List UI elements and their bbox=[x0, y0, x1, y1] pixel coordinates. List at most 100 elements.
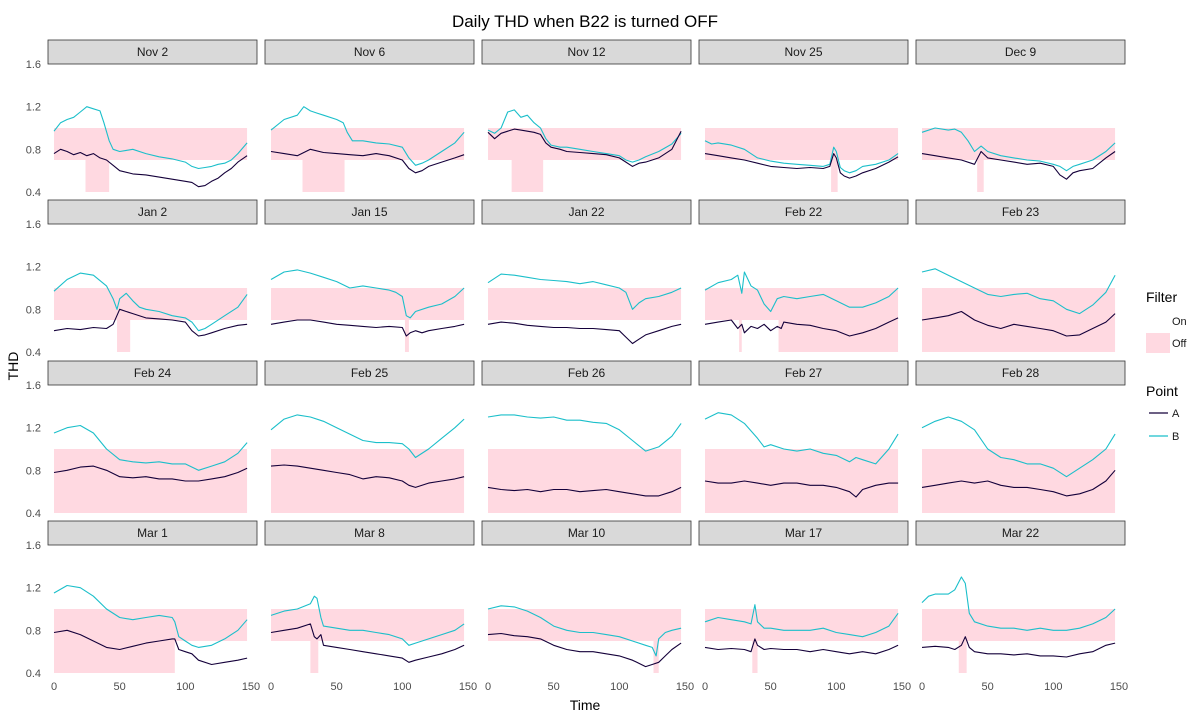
filter-off-band bbox=[488, 288, 682, 320]
axes: 0.4 0.8 1.2 1.6 0.4 0.8 1.2 1.6 0.4 0.8 1.2 1.6 0.4 0… bbox=[26, 59, 1128, 693]
strip-background bbox=[915, 360, 1126, 386]
series-line-a bbox=[704, 153, 899, 179]
legend-point-a-label: A bbox=[1172, 408, 1180, 420]
facet-panel: Feb 22 bbox=[698, 199, 909, 352]
strip-background bbox=[264, 520, 475, 546]
filter-off-band bbox=[922, 288, 1116, 352]
x-tick-label: 0 bbox=[485, 681, 491, 693]
series-line-a bbox=[921, 636, 1116, 658]
series-line-b bbox=[704, 271, 899, 313]
strip-background bbox=[915, 199, 1126, 225]
filter-off-band bbox=[54, 609, 248, 641]
series-line-a bbox=[704, 317, 899, 337]
strip-background bbox=[264, 39, 475, 65]
series-line-b bbox=[704, 412, 899, 465]
filter-off-band bbox=[271, 609, 465, 641]
legend: Filter On Off Point A B bbox=[1146, 289, 1187, 443]
facet-panel: Mar 17 bbox=[698, 520, 909, 673]
series-line-a bbox=[487, 486, 682, 497]
facet-panels: Nov 2 Nov 6 Nov 12 Nov 25 Dec 9 Jan 2 Jan 15 Ja… bbox=[47, 39, 1126, 673]
y-tick-label: 1.2 bbox=[26, 583, 41, 595]
strip-label: Feb 26 bbox=[568, 366, 606, 380]
filter-off-band bbox=[54, 641, 175, 673]
x-tick-label: 150 bbox=[459, 681, 477, 693]
x-axis-title: Time bbox=[570, 697, 601, 713]
filter-off-band bbox=[922, 449, 1116, 513]
x-tick-label: 150 bbox=[1110, 681, 1128, 693]
series-line-a bbox=[487, 321, 682, 345]
series-line-b bbox=[487, 273, 682, 310]
filter-off-band bbox=[310, 641, 319, 673]
series-line-b bbox=[270, 106, 465, 166]
facet-panel: Mar 1 bbox=[47, 520, 258, 673]
strip-background bbox=[698, 520, 909, 546]
facet-panel: Mar 10 bbox=[481, 520, 692, 673]
series-line-b bbox=[53, 584, 248, 648]
strip-background bbox=[481, 39, 692, 65]
facet-panel: Dec 9 bbox=[915, 39, 1126, 192]
series-line-a bbox=[270, 148, 465, 174]
y-tick-label: 0.8 bbox=[26, 465, 41, 477]
x-tick-label: 100 bbox=[1044, 681, 1062, 693]
y-tick-label: 1.6 bbox=[26, 219, 41, 231]
y-axis-title: THD bbox=[5, 352, 21, 381]
series-line-b bbox=[921, 576, 1116, 631]
legend-filter-title: Filter bbox=[1146, 289, 1177, 305]
filter-off-band bbox=[778, 320, 899, 352]
x-tick-label: 50 bbox=[765, 681, 777, 693]
strip-label: Mar 8 bbox=[354, 526, 385, 540]
y-tick-label: 1.2 bbox=[26, 423, 41, 435]
strip-label: Feb 24 bbox=[134, 366, 172, 380]
filter-off-band bbox=[752, 641, 758, 673]
legend-filter-on-label: On bbox=[1172, 316, 1187, 328]
series-line-b bbox=[487, 109, 682, 163]
strip-background bbox=[481, 520, 692, 546]
series-line-b bbox=[487, 605, 682, 657]
y-tick-label: 0.4 bbox=[26, 347, 41, 359]
facet-panel: Nov 2 bbox=[47, 39, 258, 192]
facet-panel: Feb 25 bbox=[264, 360, 475, 513]
x-tick-label: 50 bbox=[982, 681, 994, 693]
y-tick-label: 1.6 bbox=[26, 380, 41, 392]
y-tick-label: 1.2 bbox=[26, 102, 41, 114]
strip-background bbox=[47, 520, 258, 546]
filter-off-band bbox=[705, 609, 899, 641]
series-line-b bbox=[270, 269, 465, 319]
facet-panel: Feb 26 bbox=[481, 360, 692, 513]
facet-panel: Feb 23 bbox=[915, 199, 1126, 352]
facet-panel: Nov 12 bbox=[481, 39, 692, 192]
filter-off-band bbox=[653, 641, 659, 673]
x-tick-label: 150 bbox=[242, 681, 260, 693]
filter-off-band bbox=[488, 449, 682, 513]
y-tick-label: 0.8 bbox=[26, 304, 41, 316]
y-tick-label: 0.4 bbox=[26, 508, 41, 520]
filter-off-band bbox=[922, 609, 1116, 641]
strip-label: Feb 25 bbox=[351, 366, 389, 380]
strip-label: Mar 22 bbox=[1002, 526, 1040, 540]
filter-off-band bbox=[977, 160, 984, 192]
series-line-a bbox=[487, 632, 682, 668]
x-tick-label: 100 bbox=[393, 681, 411, 693]
x-tick-label: 50 bbox=[114, 681, 126, 693]
filter-off-band bbox=[54, 288, 248, 320]
y-tick-label: 0.8 bbox=[26, 625, 41, 637]
facet-panel: Feb 27 bbox=[698, 360, 909, 513]
series-line-a bbox=[53, 148, 248, 188]
x-tick-label: 150 bbox=[893, 681, 911, 693]
strip-background bbox=[481, 199, 692, 225]
strip-label: Nov 6 bbox=[354, 45, 386, 59]
series-line-a bbox=[53, 629, 248, 666]
filter-off-band bbox=[117, 320, 131, 352]
strip-background bbox=[264, 360, 475, 386]
series-line-a bbox=[53, 465, 248, 482]
strip-background bbox=[698, 360, 909, 386]
filter-off-band bbox=[85, 160, 110, 192]
strip-background bbox=[47, 360, 258, 386]
x-tick-label: 50 bbox=[331, 681, 343, 693]
filter-off-band bbox=[739, 320, 742, 352]
series-line-a bbox=[270, 623, 465, 663]
series-line-b bbox=[921, 127, 1116, 172]
strip-label: Mar 10 bbox=[568, 526, 606, 540]
filter-off-band bbox=[922, 128, 1116, 160]
legend-filter-off-label: Off bbox=[1172, 338, 1187, 350]
